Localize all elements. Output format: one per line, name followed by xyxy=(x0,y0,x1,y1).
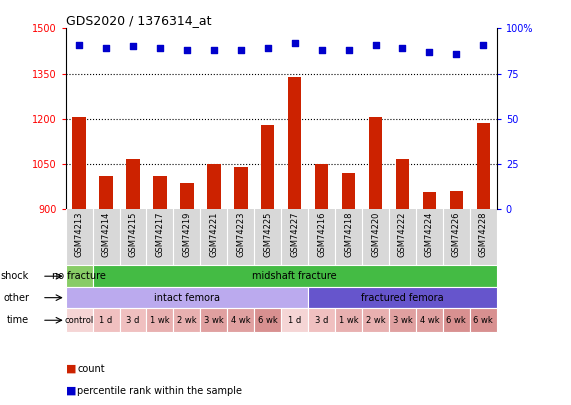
Bar xyxy=(200,308,227,332)
Bar xyxy=(470,308,497,332)
Bar xyxy=(180,183,194,209)
Text: 1 wk: 1 wk xyxy=(339,316,359,325)
Text: 1 d: 1 d xyxy=(99,316,112,325)
Bar xyxy=(254,308,281,332)
Text: no fracture: no fracture xyxy=(52,271,106,281)
Bar xyxy=(389,308,416,332)
Bar xyxy=(66,308,93,332)
Bar xyxy=(147,308,174,332)
Text: GSM74226: GSM74226 xyxy=(452,212,461,257)
Bar xyxy=(261,125,275,209)
Text: GSM74217: GSM74217 xyxy=(155,212,164,257)
Text: GSM74224: GSM74224 xyxy=(425,212,434,257)
Text: GSM74222: GSM74222 xyxy=(398,212,407,257)
Bar xyxy=(308,308,335,332)
Bar xyxy=(416,308,443,332)
Text: 1 d: 1 d xyxy=(288,316,301,325)
Text: 1 wk: 1 wk xyxy=(150,316,170,325)
Text: GSM74220: GSM74220 xyxy=(371,212,380,257)
Point xyxy=(155,45,164,51)
Bar xyxy=(93,308,119,332)
Bar xyxy=(342,173,355,209)
Bar xyxy=(443,308,470,332)
Text: GSM74228: GSM74228 xyxy=(479,212,488,257)
Bar xyxy=(66,287,308,308)
Point xyxy=(210,47,219,53)
Text: 2 wk: 2 wk xyxy=(365,316,385,325)
Text: intact femora: intact femora xyxy=(154,293,220,303)
Bar xyxy=(207,164,220,209)
Bar xyxy=(308,287,497,308)
Text: count: count xyxy=(77,364,104,373)
Point xyxy=(317,47,326,53)
Bar xyxy=(369,117,382,209)
Point xyxy=(452,50,461,57)
Text: GSM74214: GSM74214 xyxy=(102,212,111,257)
Text: GSM74221: GSM74221 xyxy=(210,212,218,257)
Point xyxy=(478,41,488,48)
Text: GSM74216: GSM74216 xyxy=(317,212,326,257)
Bar xyxy=(335,308,362,332)
Point xyxy=(75,41,84,48)
Bar xyxy=(288,77,301,209)
Bar xyxy=(153,176,167,209)
Point xyxy=(425,49,434,55)
Point xyxy=(128,43,138,50)
Text: control: control xyxy=(65,316,94,325)
Text: shock: shock xyxy=(1,271,29,281)
Bar xyxy=(227,308,254,332)
Bar xyxy=(99,176,113,209)
Bar xyxy=(423,192,436,209)
Point xyxy=(236,47,246,53)
Point xyxy=(290,40,299,46)
Text: other: other xyxy=(3,293,29,303)
Bar xyxy=(449,191,463,209)
Bar xyxy=(315,164,328,209)
Text: GSM74218: GSM74218 xyxy=(344,212,353,257)
Text: 3 d: 3 d xyxy=(315,316,328,325)
Text: GSM74213: GSM74213 xyxy=(75,212,83,257)
Text: time: time xyxy=(7,315,29,325)
Text: 3 d: 3 d xyxy=(126,316,140,325)
Bar xyxy=(73,117,86,209)
Text: GSM74227: GSM74227 xyxy=(290,212,299,257)
Text: 3 wk: 3 wk xyxy=(204,316,224,325)
Point xyxy=(371,41,380,48)
Text: 3 wk: 3 wk xyxy=(393,316,412,325)
Bar xyxy=(362,308,389,332)
Text: 4 wk: 4 wk xyxy=(420,316,439,325)
Bar xyxy=(477,123,490,209)
Bar xyxy=(66,266,93,287)
Text: GDS2020 / 1376314_at: GDS2020 / 1376314_at xyxy=(66,14,211,27)
Point xyxy=(182,47,191,53)
Text: GSM74215: GSM74215 xyxy=(128,212,138,257)
Bar xyxy=(119,308,147,332)
Text: 6 wk: 6 wk xyxy=(473,316,493,325)
Text: midshaft fracture: midshaft fracture xyxy=(252,271,337,281)
Bar xyxy=(126,159,140,209)
Point xyxy=(398,45,407,51)
Bar xyxy=(396,159,409,209)
Text: 4 wk: 4 wk xyxy=(231,316,251,325)
Text: 6 wk: 6 wk xyxy=(258,316,278,325)
Text: ■: ■ xyxy=(66,364,76,373)
Bar xyxy=(174,308,200,332)
Text: ■: ■ xyxy=(66,386,76,396)
Text: fractured femora: fractured femora xyxy=(361,293,444,303)
Point xyxy=(344,47,353,53)
Bar xyxy=(234,167,248,209)
Text: 2 wk: 2 wk xyxy=(177,316,197,325)
Text: GSM74219: GSM74219 xyxy=(182,212,191,257)
Text: GSM74223: GSM74223 xyxy=(236,212,246,257)
Point xyxy=(263,45,272,51)
Text: GSM74225: GSM74225 xyxy=(263,212,272,257)
Text: percentile rank within the sample: percentile rank within the sample xyxy=(77,386,242,396)
Text: 6 wk: 6 wk xyxy=(447,316,467,325)
Bar xyxy=(281,308,308,332)
Point xyxy=(102,45,111,51)
